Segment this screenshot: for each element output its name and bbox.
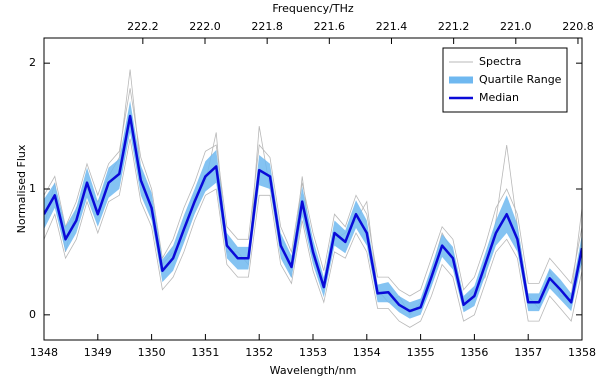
x-axis-label: Wavelength/nm: [270, 364, 357, 377]
spectrum-line: [44, 138, 582, 328]
x-tick-label: 1352: [245, 346, 273, 359]
x-tick-label: 1354: [353, 346, 381, 359]
median-line: [44, 114, 582, 313]
legend-spectra-label: Spectra: [479, 55, 521, 68]
x-tick-label: 1351: [191, 346, 219, 359]
y-axis-label: Normalised Flux: [15, 144, 28, 233]
spectrum-line: [44, 88, 582, 297]
x-tick-label: 1349: [84, 346, 112, 359]
x-tick-label: 1355: [407, 346, 435, 359]
x2-tick-label: 222.0: [189, 20, 221, 33]
plot: [44, 69, 582, 328]
x-tick-label: 1358: [568, 346, 596, 359]
quartile-band: [44, 100, 582, 319]
legend-median-label: Median: [479, 91, 519, 104]
x2-tick-label: 221.4: [376, 20, 408, 33]
x2-tick-label: 221.2: [438, 20, 470, 33]
x-tick-label: 1348: [30, 346, 58, 359]
x2-tick-label: 221.8: [251, 20, 283, 33]
x2-axis-label: Frequency/THz: [272, 2, 354, 15]
x-tick-label: 1356: [460, 346, 488, 359]
x-tick-label: 1353: [299, 346, 327, 359]
y-tick-label: 2: [29, 56, 36, 69]
x-tick-label: 1357: [514, 346, 542, 359]
x2-tick-label: 220.8: [562, 20, 594, 33]
y-tick-label: 0: [29, 308, 36, 321]
x2-tick-label: 221.0: [500, 20, 532, 33]
legend-band-label: Quartile Range: [479, 73, 562, 86]
y-tick-label: 1: [29, 182, 36, 195]
x2-tick-label: 221.6: [314, 20, 346, 33]
x-tick-label: 1350: [138, 346, 166, 359]
x2-tick-label: 222.2: [127, 20, 159, 33]
